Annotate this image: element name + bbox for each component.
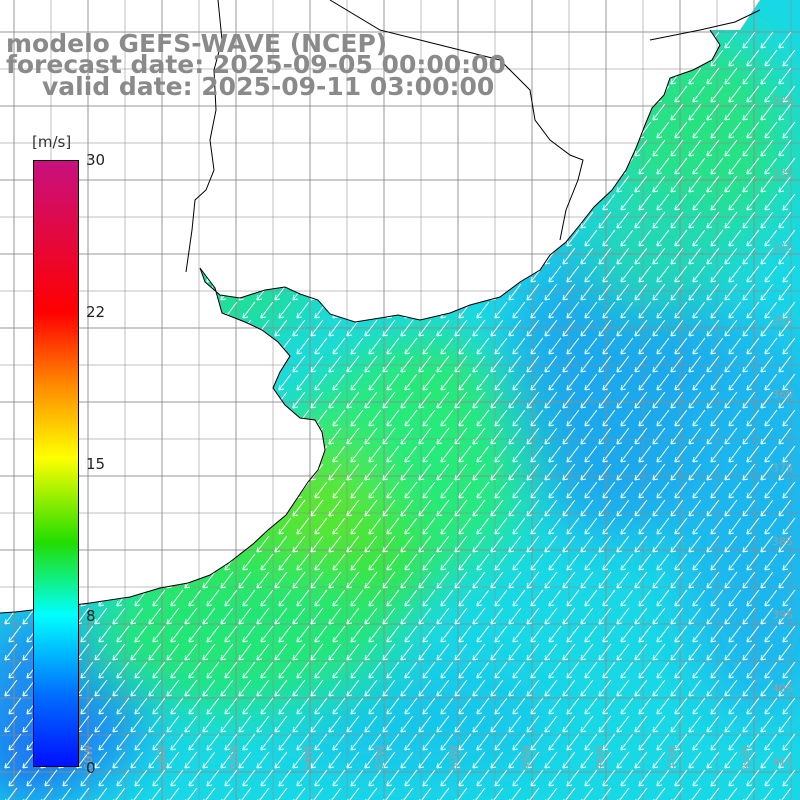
longitude-label: 46W bbox=[593, 745, 606, 770]
longitude-label: 56W bbox=[228, 745, 241, 770]
forecast-date: forecast date: 2025-09-05 00:00:00 bbox=[6, 50, 506, 79]
colorbar-tick-8: 8 bbox=[86, 607, 96, 625]
longitude-label: 60W bbox=[82, 745, 95, 770]
longitude-label: 42W bbox=[739, 745, 752, 770]
colorbar-tick-22: 22 bbox=[86, 303, 106, 321]
colorbar-tick-15: 15 bbox=[86, 455, 106, 473]
colorbar-tick-0: 0 bbox=[86, 759, 96, 777]
latitude-label: 35S bbox=[772, 315, 793, 328]
latitude-label: 32S bbox=[772, 94, 793, 107]
valid-date: valid date: 2025-09-11 03:00:00 bbox=[42, 72, 495, 101]
longitude-label: 54W bbox=[301, 745, 314, 770]
longitude-label: 44W bbox=[666, 745, 679, 770]
border-line bbox=[329, 0, 584, 241]
longitude-label: 48W bbox=[520, 745, 533, 770]
colorbar-unit: [m/s] bbox=[32, 133, 72, 151]
latitude-label: 40S bbox=[772, 682, 793, 695]
model-title: modelo GEFS-WAVE (NCEP) bbox=[6, 29, 388, 58]
latitude-label: 33S bbox=[772, 168, 793, 181]
latitude-label: 36S bbox=[772, 388, 793, 401]
longitude-label: 50W bbox=[447, 745, 460, 770]
latitude-label: 38S bbox=[772, 535, 793, 548]
longitude-label: 58W bbox=[155, 745, 168, 770]
border-line bbox=[185, 0, 223, 273]
grid-labels: 60W58W56W54W52W50W48W46W44W42W40W32S33S3… bbox=[82, 94, 793, 770]
longitude-label: 52W bbox=[374, 745, 387, 770]
coastline bbox=[0, 29, 721, 614]
border-line bbox=[649, 9, 761, 41]
latitude-label: 41S bbox=[772, 756, 793, 769]
latitude-label: 34S bbox=[772, 241, 793, 254]
colorbar-tick-30: 30 bbox=[86, 151, 106, 169]
latitude-label: 39S bbox=[772, 609, 793, 622]
colorbar bbox=[33, 160, 79, 767]
latitude-label: 37S bbox=[772, 462, 793, 475]
